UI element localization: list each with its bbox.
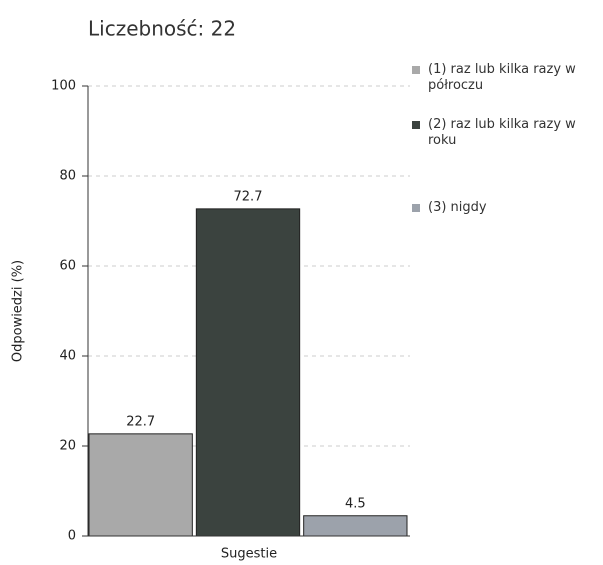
y-tick-label: 40 (59, 349, 76, 364)
bar (303, 515, 408, 537)
bar (195, 208, 301, 537)
legend-item: (2) raz lub kilka razy w roku (412, 117, 603, 149)
legend-swatch (412, 204, 420, 212)
data-label: 22.7 (126, 414, 155, 429)
data-label: 4.5 (345, 496, 366, 511)
x-tick-label: Sugestie (221, 547, 277, 562)
legend-swatch (412, 121, 420, 129)
legend-label: (1) raz lub kilka razy w półroczu (428, 62, 576, 93)
legend-item: (3) nigdy (412, 200, 603, 216)
legend-swatch (412, 66, 420, 74)
y-tick-label: 80 (59, 169, 76, 184)
y-tick-label: 0 (68, 529, 76, 544)
legend-label: (3) nigdy (428, 200, 487, 215)
bar (88, 433, 193, 537)
y-tick-label: 100 (51, 79, 76, 94)
legend-label: (2) raz lub kilka razy w roku (428, 117, 576, 148)
data-label: 72.7 (234, 189, 263, 204)
y-tick-label: 20 (59, 439, 76, 454)
legend-item: (1) raz lub kilka razy w półroczu (412, 62, 603, 94)
chart-title: Liczebność: 22 (88, 17, 236, 41)
y-axis-label: Odpowiedzi (%) (11, 260, 26, 362)
y-tick-label: 60 (59, 259, 76, 274)
